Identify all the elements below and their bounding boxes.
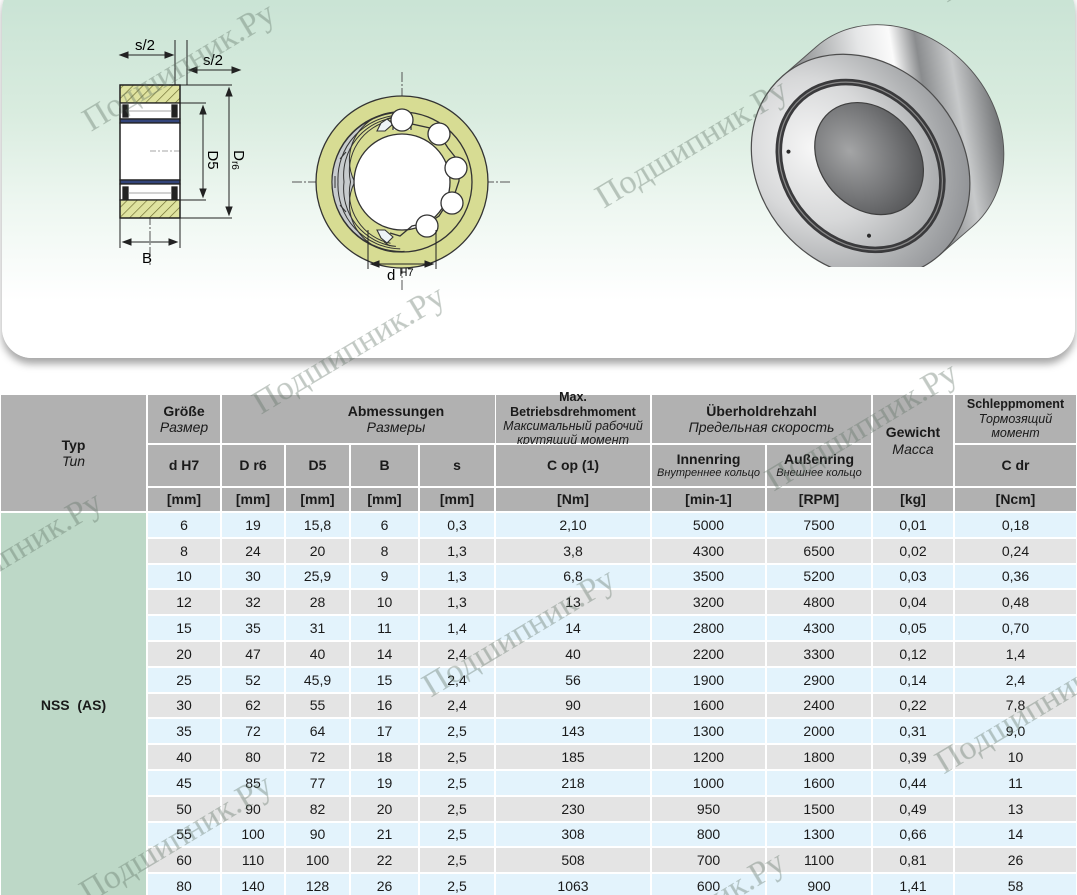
svg-text:s/2: s/2 — [135, 37, 155, 54]
svg-text:B: B — [142, 250, 152, 267]
svg-text:D5: D5 — [204, 150, 221, 169]
svg-text:Dr6: Dr6 — [229, 150, 247, 170]
svg-text:s/2: s/2 — [203, 52, 223, 69]
svg-text:d H7: d H7 — [387, 267, 414, 284]
